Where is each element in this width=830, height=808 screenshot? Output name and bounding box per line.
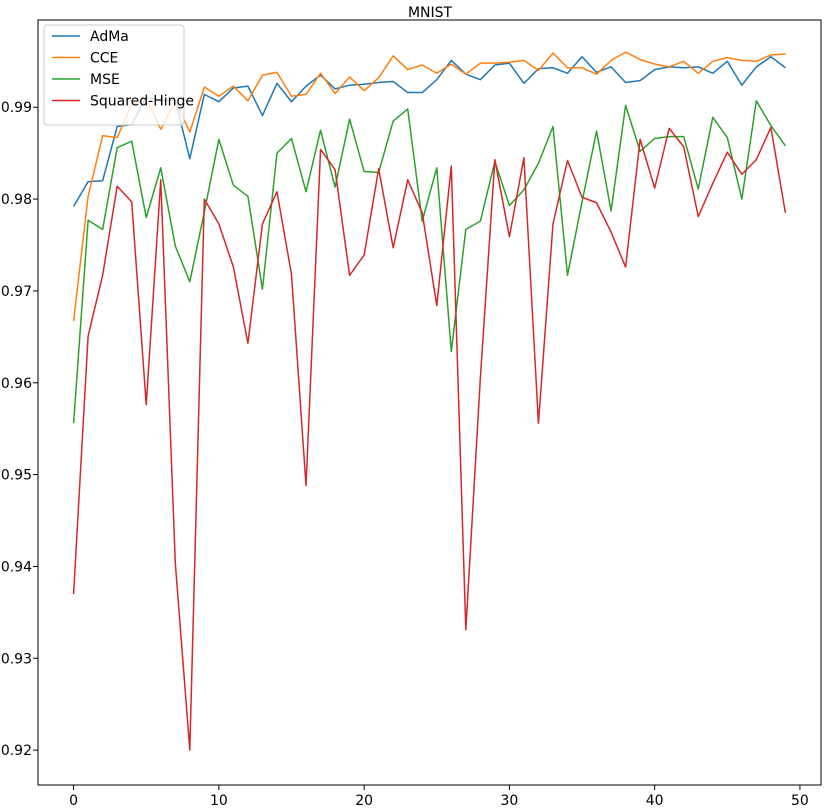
series-line-adma <box>72 55 786 207</box>
x-axis: 0 10 20 30 40 50 <box>69 785 809 808</box>
y-tick-label: 0.92 <box>1 743 32 759</box>
x-tick-label: 40 <box>646 793 664 808</box>
y-tick-label: 0.99 <box>1 100 32 116</box>
series-line-squared-hinge <box>72 126 787 751</box>
chart-title: MNIST <box>408 5 453 21</box>
y-axis: 0.92 0.93 0.94 0.95 0.96 0.97 0.98 0.99 <box>1 100 38 759</box>
x-tick-label: 10 <box>210 793 228 808</box>
y-tick-label: 0.94 <box>1 559 32 575</box>
y-tick-label: 0.95 <box>1 468 32 484</box>
x-tick-label: 50 <box>791 793 809 808</box>
y-tick-label: 0.96 <box>1 376 32 392</box>
x-tick-label: 30 <box>500 793 518 808</box>
y-tick-label: 0.97 <box>1 284 32 300</box>
legend: AdMa CCE MSE Squared-Hinge <box>43 24 194 126</box>
series-layer <box>72 51 787 751</box>
legend-label: MSE <box>90 72 120 88</box>
series-line-cce <box>72 51 786 322</box>
legend-label: AdMa <box>90 29 129 45</box>
y-tick-label: 0.98 <box>1 192 32 208</box>
y-tick-label: 0.93 <box>1 651 32 667</box>
legend-label: CCE <box>90 51 118 67</box>
legend-label: Squared-Hinge <box>90 94 194 110</box>
x-tick-label: 0 <box>69 793 78 808</box>
x-tick-label: 20 <box>355 793 373 808</box>
plot-area-frame <box>37 19 822 786</box>
